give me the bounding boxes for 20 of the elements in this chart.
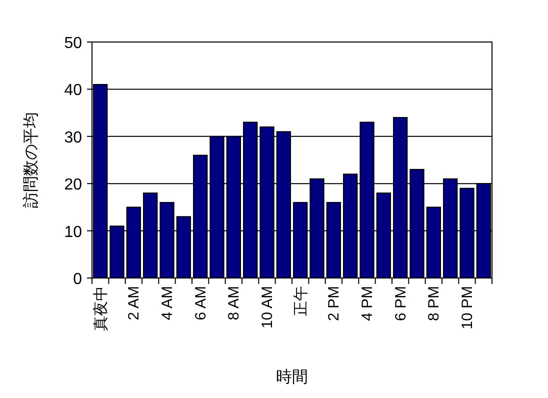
y-axis-title: 訪問数の平均	[22, 112, 40, 208]
x-tick-label: 8 PM	[426, 286, 443, 322]
x-tick-label: 10 PM	[459, 286, 476, 330]
x-tick-label: 10 AM	[259, 286, 276, 329]
x-tick-label: 4 PM	[359, 286, 376, 322]
y-tick-label: 30	[64, 129, 82, 146]
x-axis-title: 時間	[276, 368, 308, 386]
x-tick-label: 正午	[292, 286, 310, 316]
x-tick-label: 真夜中	[92, 286, 110, 331]
x-tick-label: 4 AM	[159, 286, 176, 320]
x-tick-label: 8 AM	[226, 286, 243, 320]
x-tick-label: 2 AM	[126, 286, 143, 320]
y-tick-label: 0	[73, 271, 82, 288]
y-tick-label: 10	[64, 224, 82, 241]
y-tick-label: 20	[64, 176, 82, 194]
x-tick-label: 6 AM	[192, 286, 210, 320]
x-tick-label: 2 PM	[326, 286, 343, 322]
y-tick-label: 50	[64, 35, 82, 52]
y-tick-label: 40	[64, 82, 82, 100]
x-tick-label: 6 PM	[392, 286, 410, 322]
